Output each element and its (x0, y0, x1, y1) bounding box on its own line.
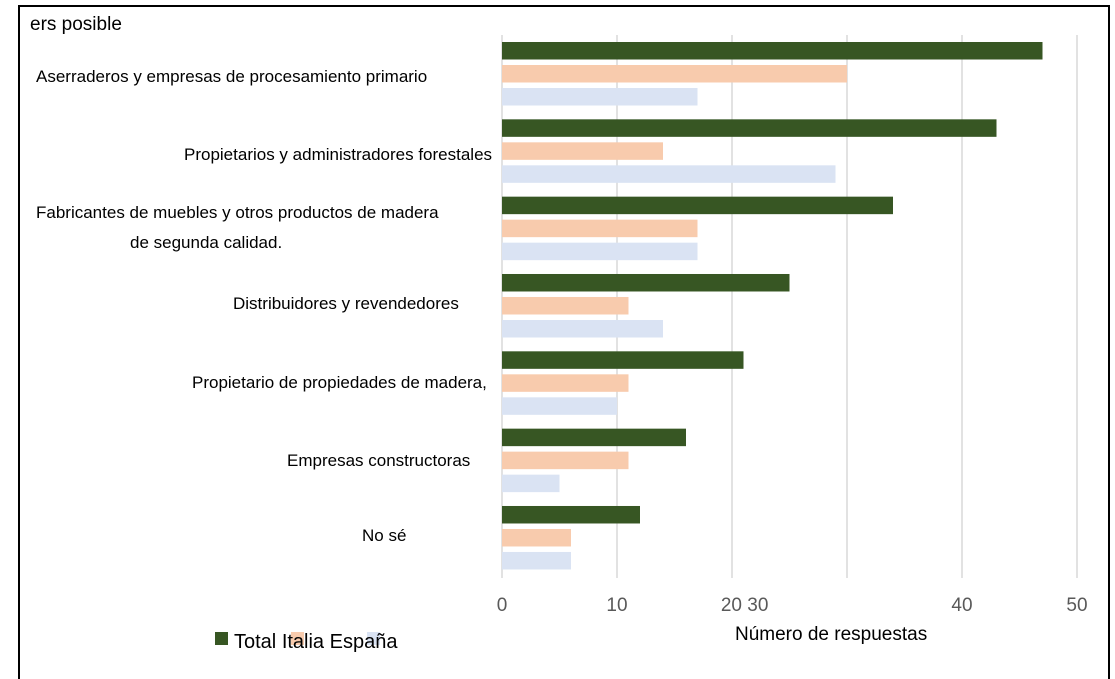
x-axis-title: Número de respuestas (735, 624, 928, 645)
bar-italia (502, 374, 629, 392)
x-tick-label: 0 (496, 595, 508, 616)
category-label: Fabricantes de muebles y otros productos… (36, 203, 439, 252)
bar-espana (502, 319, 663, 338)
category-label: No sé (362, 526, 407, 545)
chart-title: ers posible (30, 14, 122, 35)
legend-labels: Total Italia España (234, 631, 397, 653)
bar-espana (502, 551, 571, 570)
bar-espana (502, 242, 698, 261)
bar-espana (502, 474, 560, 493)
legend-label-total: Total (234, 631, 277, 653)
bar-total (502, 273, 790, 292)
bar-italia (502, 65, 847, 83)
legend-label-italia: Italia (281, 631, 325, 653)
bar-italia (502, 219, 698, 238)
legend-marker-espana (367, 632, 380, 645)
x-tick-label: 20 30 (720, 595, 769, 616)
category-label: Propietarios y administradores forestale… (184, 145, 493, 164)
x-tick-label: 40 (951, 595, 973, 616)
legend-label-espana: España (329, 631, 398, 653)
legend-marker-italia (291, 632, 304, 645)
bar-total (502, 505, 640, 524)
category-label: Propietario de propiedades de madera, (192, 373, 487, 392)
bar-espana (502, 165, 836, 183)
x-tick-label: 50 (1066, 595, 1088, 616)
bar-italia (502, 528, 571, 547)
legend: Total Italia España (215, 631, 407, 653)
bar-espana (502, 397, 617, 415)
category-label: Empresas constructoras (287, 451, 471, 470)
bar-total (502, 428, 686, 447)
bar-total (502, 119, 997, 137)
bar-espana (502, 88, 698, 106)
legend-marker-total (215, 632, 228, 645)
bar-italia (502, 451, 629, 470)
category-label: Aserraderos y empresas de procesamiento … (36, 67, 428, 86)
bar-italia (502, 296, 629, 315)
bar-total (502, 351, 744, 369)
chart-frame (18, 5, 1110, 679)
x-tick-label: 10 (606, 595, 628, 616)
category-label: Distribuidores y revendedores (233, 294, 459, 313)
bar-total (502, 42, 1043, 60)
bar-italia (502, 142, 663, 160)
bar-total (502, 196, 893, 215)
